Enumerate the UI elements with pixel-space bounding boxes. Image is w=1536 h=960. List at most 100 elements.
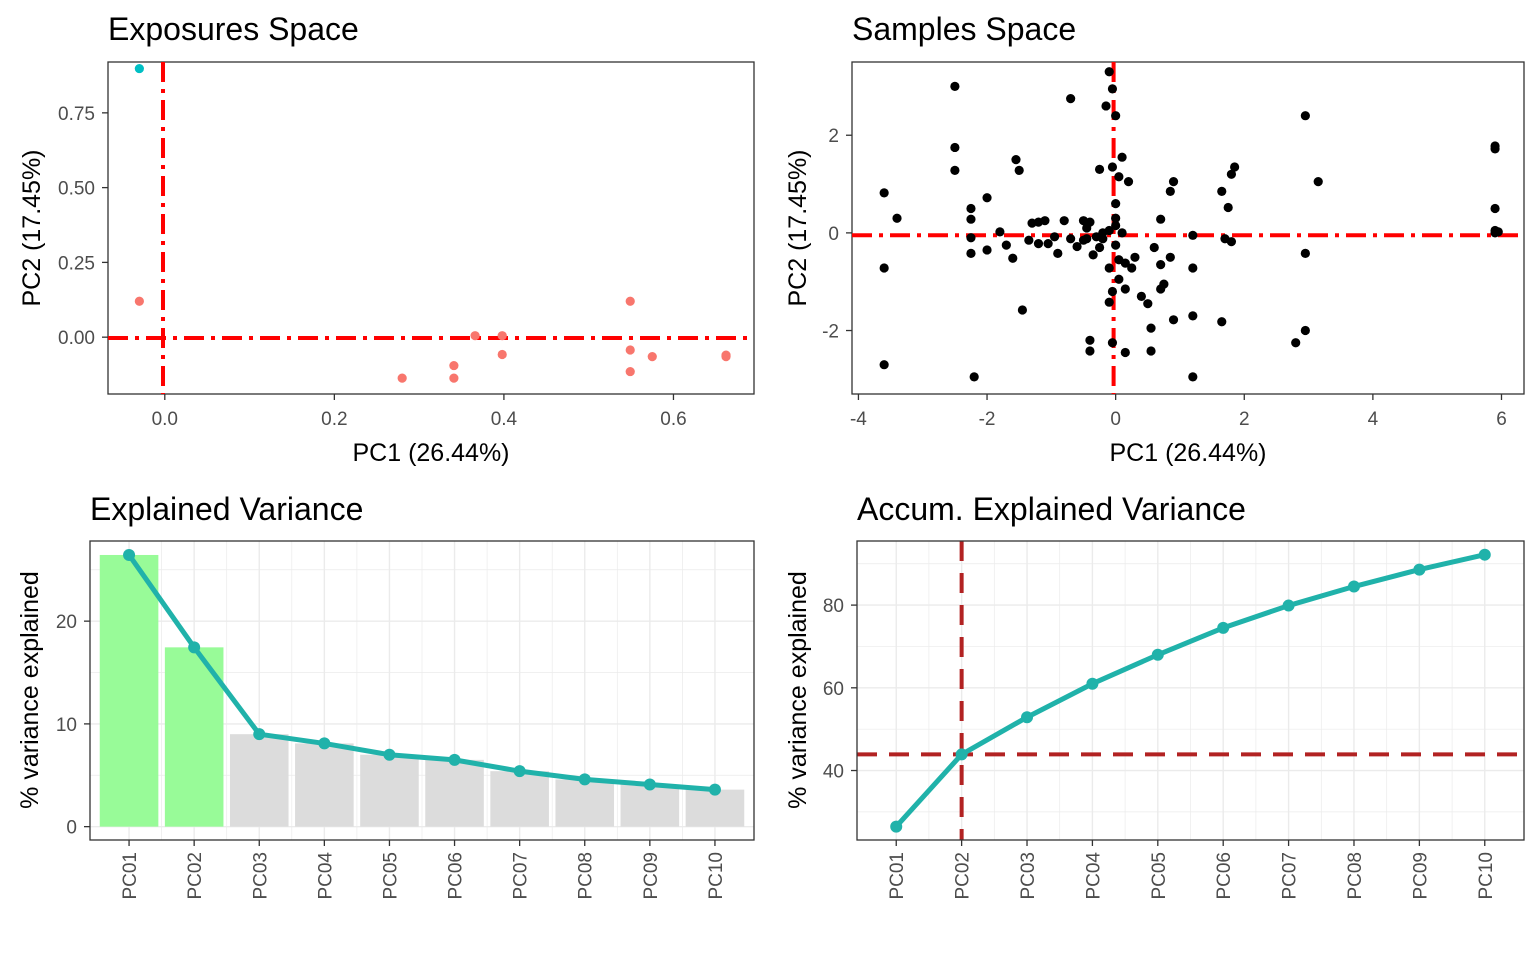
- data-point: [1024, 235, 1034, 245]
- data-point: [123, 548, 136, 561]
- bar: [425, 759, 484, 827]
- data-point: [879, 360, 889, 370]
- data-point: [1188, 372, 1198, 382]
- data-point: [1143, 299, 1153, 309]
- y-axis-ticks: 0.00 0.25 0.50 0.75: [58, 104, 108, 349]
- data-point: [1111, 111, 1121, 121]
- data-point: [625, 345, 635, 355]
- x-tick-label: PC08: [1345, 852, 1366, 900]
- data-point: [1490, 203, 1500, 214]
- data-point: [1014, 165, 1024, 175]
- data-point: [1188, 311, 1198, 321]
- data-point: [708, 783, 721, 796]
- data-point: [448, 753, 461, 766]
- data-point: [950, 165, 960, 175]
- x-tick-label: PC06: [1214, 852, 1235, 900]
- y-tick-label: 0.50: [58, 179, 95, 200]
- data-point: [1066, 94, 1076, 104]
- data-point: [1085, 217, 1095, 227]
- data-point: [955, 748, 968, 761]
- data-point: [1493, 227, 1503, 237]
- y-axis-ticks: 0 10 20: [56, 612, 90, 839]
- data-point: [1130, 252, 1140, 262]
- data-point: [966, 203, 976, 214]
- data-point: [643, 778, 656, 791]
- data-point: [1117, 152, 1127, 162]
- x-tick-label: PC09: [1410, 852, 1431, 900]
- data-point: [879, 263, 889, 273]
- plot-panel: [851, 61, 1525, 395]
- data-point: [995, 227, 1005, 237]
- data-point: [1021, 711, 1034, 724]
- data-point: [1217, 186, 1227, 196]
- data-point: [1072, 241, 1082, 252]
- data-point: [449, 360, 459, 371]
- data-point: [497, 331, 507, 341]
- data-point: [982, 193, 992, 203]
- x-tick-label: PC09: [641, 852, 662, 900]
- data-point: [966, 214, 976, 224]
- data-point: [188, 641, 201, 654]
- cumulative-line: [890, 548, 1491, 833]
- y-axis-ticks: 40 60 80: [823, 596, 857, 783]
- data-point: [1094, 164, 1105, 175]
- x-tick-label: -2: [979, 409, 996, 430]
- data-point: [1101, 101, 1111, 111]
- data-point: [1094, 242, 1105, 253]
- x-tick-label: PC08: [576, 852, 597, 900]
- data-point: [1104, 225, 1114, 236]
- data-point: [1291, 338, 1301, 348]
- variance-line: [123, 548, 721, 796]
- bars: [99, 554, 745, 827]
- data-point: [134, 296, 144, 306]
- x-tick-label: PC05: [1149, 852, 1170, 900]
- data-point: [1300, 325, 1310, 336]
- y-tick-label: 60: [823, 679, 844, 700]
- data-point: [449, 373, 459, 383]
- data-point: [1136, 291, 1146, 301]
- data-point: [1165, 186, 1175, 196]
- x-axis-title: PC1 (26.44%): [1109, 439, 1266, 467]
- data-point: [1082, 234, 1092, 244]
- data-point: [1111, 198, 1121, 209]
- x-tick-label: PC07: [1280, 852, 1301, 900]
- x-tick-label: 0: [1110, 409, 1121, 430]
- data-point: [1230, 162, 1240, 172]
- x-tick-label: PC07: [511, 852, 532, 900]
- data-point: [1053, 248, 1063, 258]
- x-tick-label: PC01: [887, 852, 908, 900]
- x-tick-label: 0.6: [660, 409, 686, 430]
- data-points: [134, 63, 731, 383]
- data-point: [1223, 202, 1233, 213]
- y-tick-label: 0: [66, 818, 77, 839]
- data-point: [1127, 263, 1137, 273]
- y-axis-title: % variance explained: [16, 571, 44, 809]
- y-tick-label: 0.75: [58, 104, 95, 125]
- data-points: [879, 67, 1503, 382]
- x-tick-label: 0.4: [491, 409, 518, 430]
- data-point: [1188, 263, 1198, 273]
- y-tick-label: 20: [56, 612, 77, 633]
- panel-title: Explained Variance: [90, 491, 363, 527]
- data-point: [1151, 648, 1164, 661]
- data-point: [497, 349, 507, 360]
- data-point: [1120, 284, 1130, 294]
- y-tick-label: 0.25: [58, 253, 95, 274]
- bar: [685, 789, 745, 827]
- data-point: [1300, 111, 1310, 121]
- data-point: [950, 142, 960, 153]
- x-axis-ticks: PC01 PC02 PC03 PC04 PC05 PC06 PC07 PC08 PC09 PC10: [887, 840, 1497, 900]
- data-point: [966, 248, 976, 258]
- data-point: [1347, 580, 1360, 593]
- data-point: [1107, 338, 1118, 348]
- data-point: [625, 296, 635, 306]
- data-point: [1117, 228, 1127, 238]
- data-point: [1120, 258, 1130, 268]
- data-point: [1217, 621, 1230, 634]
- panel-accumulated-variance: Accum. Explained Variance PC01 PC02 PC03 PC…: [784, 491, 1525, 900]
- x-tick-label: PC03: [1018, 852, 1039, 900]
- y-axis-title: PC2 (17.45%): [784, 149, 812, 306]
- data-point: [1085, 335, 1095, 345]
- data-point: [1120, 347, 1130, 358]
